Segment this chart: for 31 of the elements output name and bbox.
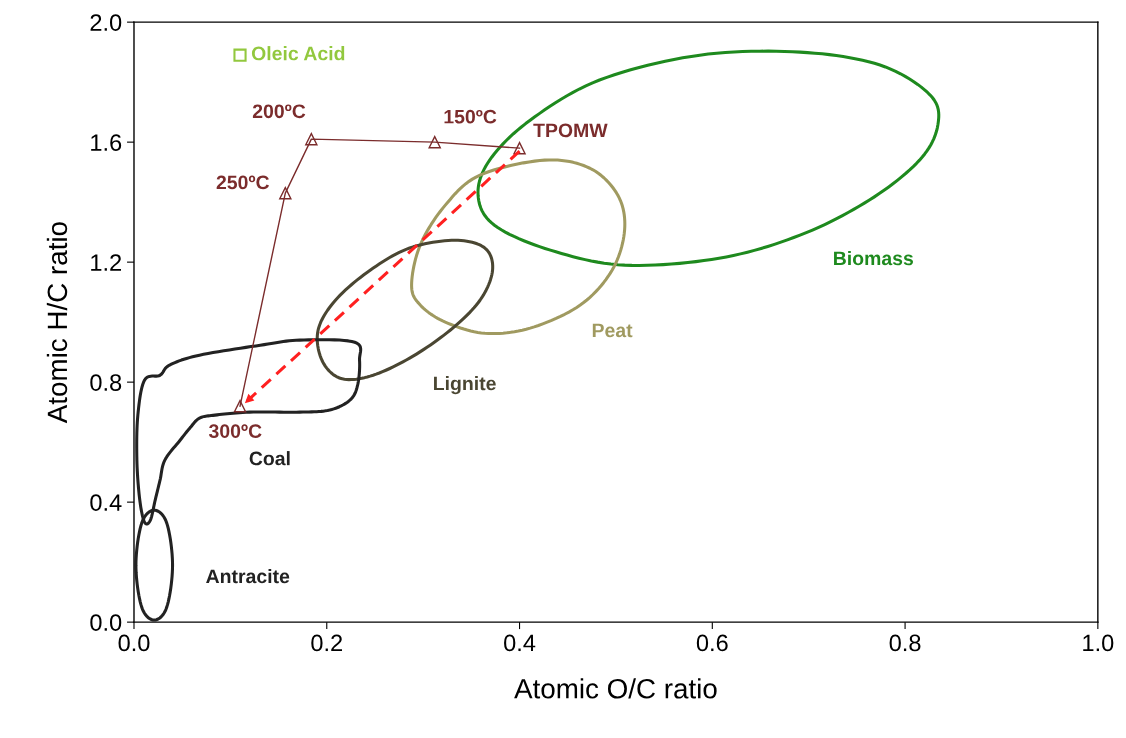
x-axis-title: Atomic O/C ratio: [514, 678, 717, 699]
series-label: Oleic Acid: [251, 46, 345, 61]
annotation: Lignite: [434, 376, 496, 395]
annotation: 200ºC: [252, 104, 306, 119]
y-tick-label: 1.2: [91, 254, 122, 271]
x-tick-label: 1.0: [1083, 634, 1114, 652]
x-tick-label: 0.0: [118, 634, 150, 652]
annotation: Coal: [249, 451, 290, 466]
annotation: 300ºC: [208, 424, 262, 439]
annotation: 250ºC: [216, 175, 270, 190]
annotation: Antracite: [206, 568, 290, 584]
y-tick-label: 1.6: [91, 134, 122, 151]
point: [428, 135, 441, 149]
y-tick-label: 2.0: [90, 14, 122, 31]
annotation: Biomass: [834, 250, 913, 266]
annotation: 150ºC: [444, 109, 497, 124]
annotation: TPOMW: [533, 123, 608, 138]
point: [305, 132, 318, 146]
point: [279, 186, 292, 200]
annotation: Peat: [592, 323, 633, 338]
x-tick-label: 0.4: [504, 634, 536, 652]
y-tick-label: 0.0: [90, 614, 122, 631]
point: [233, 48, 247, 62]
point: [233, 399, 247, 413]
point: [513, 141, 526, 155]
x-tick-label: 0.2: [311, 634, 342, 652]
y-tick-label: 0.8: [90, 374, 122, 391]
x-tick-label: 0.6: [696, 634, 728, 652]
x-tick-label: 0.8: [889, 634, 921, 652]
y-tick-label: 0.4: [90, 494, 122, 511]
y-axis-title: Atomic H/C ratio: [46, 222, 68, 424]
